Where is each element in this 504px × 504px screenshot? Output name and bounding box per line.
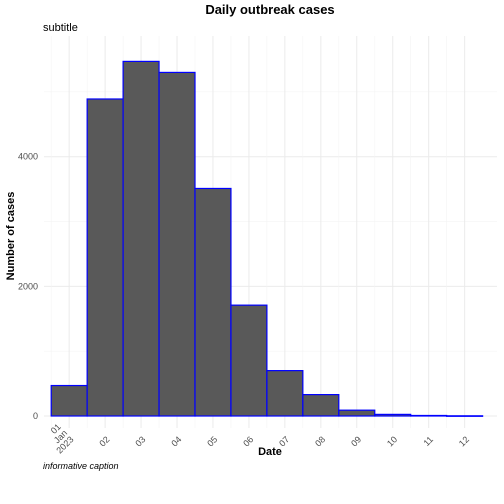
x-tick-label: 12	[457, 434, 471, 448]
y-tick-labels: 0 2000 4000	[18, 152, 38, 421]
x-tick-label: 06	[241, 434, 255, 448]
x-tick-label-line: 10	[385, 434, 399, 448]
x-axis-title: Date	[258, 446, 282, 458]
x-tick-label: 04	[169, 434, 183, 448]
x-tick-label: 09	[349, 434, 363, 448]
y-tick-label: 2000	[18, 281, 38, 291]
histogram-bar	[446, 415, 484, 417]
x-tick-label-line: 03	[133, 434, 147, 448]
y-tick-label: 0	[33, 411, 38, 421]
y-axis-title: Number of cases	[5, 192, 17, 281]
x-tick-label: 08	[313, 434, 327, 448]
histogram-bar	[302, 394, 340, 417]
chart-caption: informative caption	[43, 461, 119, 471]
x-tick-label: 01Jan2023	[42, 422, 76, 456]
histogram-bar	[230, 304, 268, 417]
histogram-bar	[266, 370, 304, 417]
x-tick-label-line: 04	[169, 434, 183, 448]
x-tick-labels: 01Jan2023 02 03 04 05 06 07 08 09 10 11 12	[42, 422, 471, 456]
histogram-bar	[122, 60, 160, 417]
histogram-bar	[158, 71, 196, 417]
histogram-bar	[374, 413, 412, 417]
histogram-bar	[338, 409, 376, 417]
bars-layer	[50, 60, 484, 417]
histogram-bar	[86, 98, 124, 417]
x-tick-label-line: 06	[241, 434, 255, 448]
x-tick-label: 05	[205, 434, 219, 448]
chart-title: Daily outbreak cases	[205, 2, 334, 17]
x-tick-label-line: 09	[349, 434, 363, 448]
y-tick-label: 4000	[18, 152, 38, 162]
chart-subtitle: subtitle	[43, 22, 78, 34]
x-tick-label-line: 02	[97, 434, 111, 448]
histogram-bar	[194, 187, 232, 417]
x-tick-label-line: 11	[421, 434, 435, 448]
x-tick-label: 03	[133, 434, 147, 448]
x-tick-label-line: 08	[313, 434, 327, 448]
x-tick-label-line: 12	[457, 434, 471, 448]
x-tick-label: 11	[421, 434, 435, 448]
histogram-bar	[410, 414, 448, 417]
x-tick-label: 10	[385, 434, 399, 448]
x-tick-label: 02	[97, 434, 111, 448]
x-tick-label-line: 05	[205, 434, 219, 448]
histogram-bar	[50, 384, 88, 417]
